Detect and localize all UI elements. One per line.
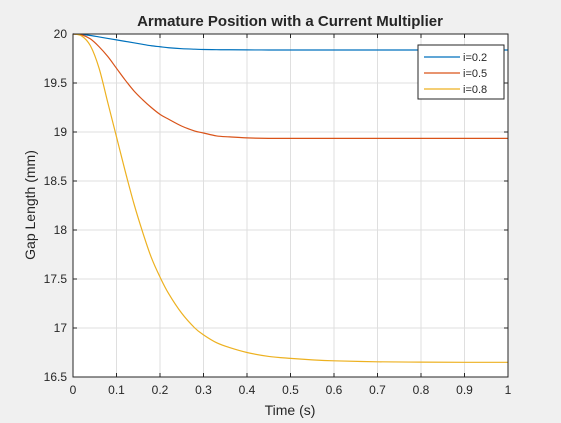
x-tick-label: 0.2 (152, 383, 169, 397)
legend: i=0.2 i=0.5 i=0.8 (417, 44, 505, 100)
y-tick-label: 19 (54, 125, 68, 139)
x-tick-label: 0.5 (282, 383, 299, 397)
series-line-i-0-2 (72, 33, 508, 51)
x-tick-label: 0 (70, 383, 77, 397)
legend-entry-label: i=0.8 (463, 84, 487, 96)
x-tick-label: 0.1 (108, 383, 125, 397)
series-line-i-0-8 (72, 33, 509, 363)
y-tick-label: 20 (54, 27, 68, 41)
x-tick-label: 0.6 (326, 383, 343, 397)
x-tick-label: 0.8 (413, 383, 430, 397)
chart-title: Armature Position with a Current Multipl… (137, 13, 443, 30)
y-tick-label: 17.5 (44, 272, 68, 286)
y-tick-label: 18 (54, 223, 68, 237)
x-tick-label: 0.9 (456, 383, 473, 397)
y-tick-label: 17 (54, 321, 68, 335)
series-line-i-0-5 (72, 33, 508, 140)
x-tick-label: 1 (505, 383, 512, 397)
plot-lines (72, 33, 509, 363)
y-tick-label: 16.5 (44, 370, 68, 384)
legend-box (417, 44, 505, 100)
x-tick-label: 0.7 (369, 383, 386, 397)
legend-entry-label: i=0.2 (463, 52, 487, 64)
x-tick-label: 0.4 (239, 383, 256, 397)
axis-ticks: 0 0.1 0.2 0.3 0.4 0.5 0.6 0.7 0.8 0.9 1 16.5 17 17.5 1… (44, 27, 512, 397)
y-tick-label: 19.5 (44, 76, 68, 90)
y-axis-label: Gap Length (mm) (22, 150, 38, 260)
x-tick-label: 0.3 (195, 383, 212, 397)
x-axis-label: Time (s) (265, 402, 316, 418)
y-tick-label: 18.5 (44, 174, 68, 188)
legend-entry-label: i=0.5 (463, 68, 487, 80)
